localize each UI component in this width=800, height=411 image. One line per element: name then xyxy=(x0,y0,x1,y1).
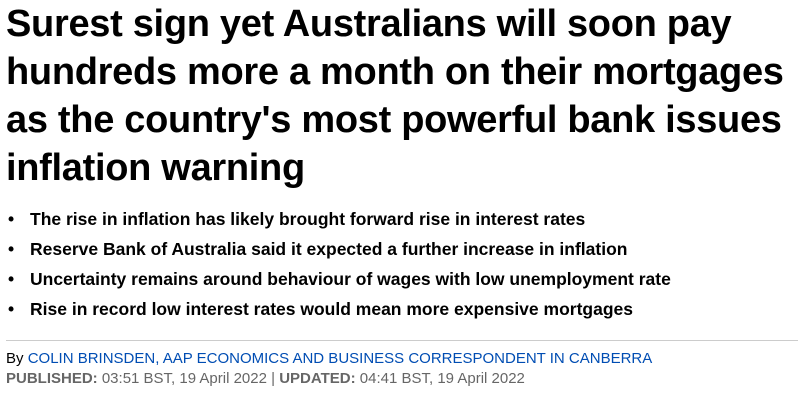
bullet-item: • Rise in record low interest rates would… xyxy=(6,294,796,324)
bullet-dot: • xyxy=(8,239,15,259)
bullet-item: • Uncertainty remains around behaviour of… xyxy=(6,264,796,294)
bullet-item: • The rise in inflation has likely brough… xyxy=(6,204,796,234)
bullet-dot: • xyxy=(8,269,15,289)
bullet-dot: • xyxy=(8,209,15,229)
article-header: Surest sign yet Australians will soon pa… xyxy=(6,3,798,389)
updated-label: UPDATED: xyxy=(279,370,356,387)
headline: Surest sign yet Australians will soon pa… xyxy=(6,3,784,189)
byline-author[interactable]: COLIN BRINSDEN, AAP ECONOMICS AND BUSINE… xyxy=(27,350,653,367)
divider xyxy=(6,340,798,341)
bullet-dot: • xyxy=(8,299,15,319)
separator: | xyxy=(271,370,276,387)
published-label: PUBLISHED: xyxy=(6,370,98,387)
bullet-text: Uncertainty remains around behaviour of … xyxy=(30,269,671,289)
bullet-item: • Reserve Bank of Australia said it expec… xyxy=(6,234,796,264)
bullet-text: Reserve Bank of Australia said it expect… xyxy=(30,239,628,259)
bullet-text: The rise in inflation has likely brought… xyxy=(30,209,586,229)
updated-value: 04:41 BST, 19 April 2022 xyxy=(359,370,525,387)
dates: PUBLISHED: 03:51 BST, 19 April 2022 | UP… xyxy=(6,369,796,389)
published-value: 03:51 BST, 19 April 2022 xyxy=(101,370,267,387)
bullet-text: Rise in record low interest rates would … xyxy=(30,299,633,319)
byline-prefix: By xyxy=(6,350,24,367)
bullet-list: • The rise in inflation has likely brough… xyxy=(6,204,796,324)
byline: By COLIN BRINSDEN, AAP ECONOMICS AND BUS… xyxy=(6,349,796,369)
